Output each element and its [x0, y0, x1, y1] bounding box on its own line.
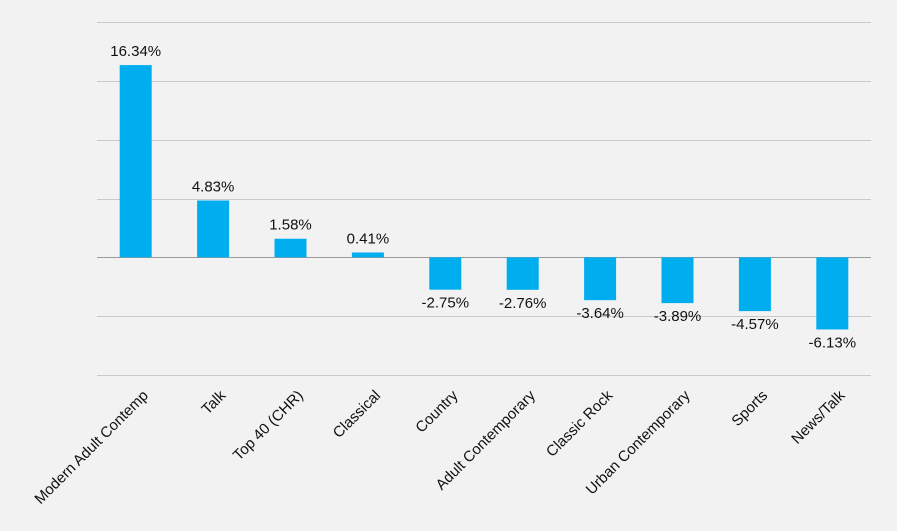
data-label: -4.57%: [731, 316, 779, 333]
category-label: News/Talk: [788, 387, 849, 448]
bar: [429, 257, 462, 290]
category-label: Classic Rock: [543, 387, 617, 461]
category-label: Top 40 (CHR): [230, 387, 307, 464]
bar: [816, 257, 849, 330]
data-label: 16.34%: [110, 43, 161, 60]
data-label: -6.13%: [809, 334, 857, 351]
data-label: 1.58%: [269, 217, 312, 234]
data-labels: 16.34% 4.83% 1.58% 0.41% -2.75% -2.76% -3.64% -…: [110, 43, 856, 351]
bar: [506, 257, 539, 290]
bar: [584, 257, 617, 301]
bar: [119, 65, 152, 258]
bar: [661, 257, 694, 304]
data-label: 4.83%: [192, 179, 235, 196]
bars: [119, 65, 849, 330]
category-label: Sports: [728, 387, 771, 430]
category-tick-labels: Modern Adult Contemp Talk Top 40 (CHR) Clas…: [31, 387, 848, 508]
data-label: -3.64%: [576, 305, 624, 322]
category-label: Modern Adult Contemp: [31, 387, 152, 508]
bar: [351, 252, 384, 258]
data-label: -3.89%: [654, 308, 702, 325]
data-label: -2.75%: [422, 295, 470, 312]
bar: [738, 257, 771, 312]
category-label: Talk: [198, 387, 229, 418]
bar: [274, 238, 307, 258]
gridlines: [97, 22, 871, 376]
data-label: 0.41%: [347, 231, 390, 248]
category-label: Country: [412, 387, 462, 437]
category-label: Classical: [330, 387, 384, 441]
data-label: -2.76%: [499, 295, 547, 312]
bar: [197, 200, 230, 258]
